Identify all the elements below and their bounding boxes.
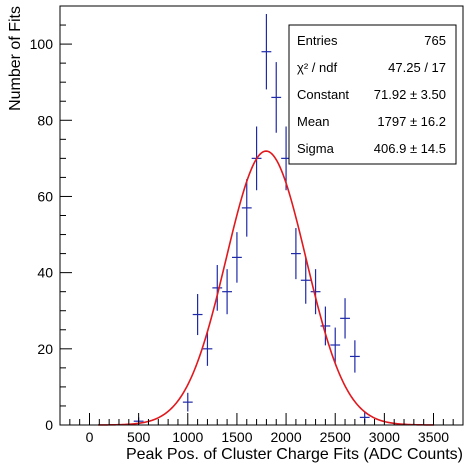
x-tick-label: 1500 bbox=[221, 429, 252, 445]
data-point bbox=[202, 331, 213, 366]
y-axis-ticks: 0 20 40 60 80 100 bbox=[30, 5, 72, 433]
y-tick-label: 0 bbox=[45, 417, 53, 433]
y-tick-label: 40 bbox=[37, 265, 53, 281]
x-tick-label: 1000 bbox=[172, 429, 203, 445]
stats-value: 1797 ± 16.2 bbox=[377, 114, 446, 129]
data-point bbox=[310, 269, 321, 315]
y-tick-label: 80 bbox=[37, 112, 53, 128]
data-point bbox=[192, 294, 203, 336]
stats-label: Entries bbox=[297, 33, 338, 48]
data-point bbox=[300, 256, 311, 304]
data-point bbox=[320, 306, 331, 346]
stats-value: 406.9 ± 14.5 bbox=[374, 141, 446, 156]
data-point bbox=[182, 392, 193, 412]
x-tick-label: 2000 bbox=[270, 429, 301, 445]
data-point bbox=[349, 340, 360, 373]
data-point bbox=[241, 179, 252, 237]
data-point bbox=[271, 62, 282, 133]
stats-label: Sigma bbox=[297, 141, 335, 156]
y-axis-label: Number of Fits bbox=[7, 6, 24, 111]
stats-box: Entries 765 χ² / ndf 47.25 / 17 Constant 71.9… bbox=[288, 24, 457, 165]
x-tick-label: 3500 bbox=[418, 429, 449, 445]
stats-value: 47.25 / 17 bbox=[388, 60, 446, 75]
x-axis-label: Peak Pos. of Cluster Charge Fits (ADC Co… bbox=[126, 446, 463, 463]
stats-box-frame bbox=[288, 24, 457, 165]
x-tick-label: 0 bbox=[86, 429, 94, 445]
stats-value: 71.92 ± 3.50 bbox=[374, 87, 446, 102]
x-axis-ticks: 0 500 1000 1500 2000 2500 3000 3500 bbox=[59, 413, 464, 445]
stats-value: 765 bbox=[424, 33, 446, 48]
x-tick-label: 500 bbox=[127, 429, 151, 445]
gaussian-fit-curve bbox=[98, 150, 435, 426]
data-point bbox=[340, 298, 350, 339]
data-point bbox=[290, 228, 301, 280]
stats-label: χ² / ndf bbox=[297, 60, 337, 75]
data-point bbox=[232, 232, 242, 283]
stats-label: Mean bbox=[297, 114, 330, 129]
y-tick-label: 20 bbox=[37, 341, 53, 357]
data-point bbox=[330, 327, 341, 363]
data-point bbox=[261, 14, 272, 90]
y-tick-label: 60 bbox=[37, 188, 53, 204]
data-points bbox=[133, 14, 370, 425]
x-tick-label: 2500 bbox=[320, 429, 351, 445]
data-point bbox=[212, 265, 223, 311]
x-tick-label: 3000 bbox=[369, 429, 400, 445]
data-point bbox=[222, 269, 233, 315]
y-tick-label: 100 bbox=[30, 36, 54, 52]
stats-label: Constant bbox=[297, 87, 349, 102]
